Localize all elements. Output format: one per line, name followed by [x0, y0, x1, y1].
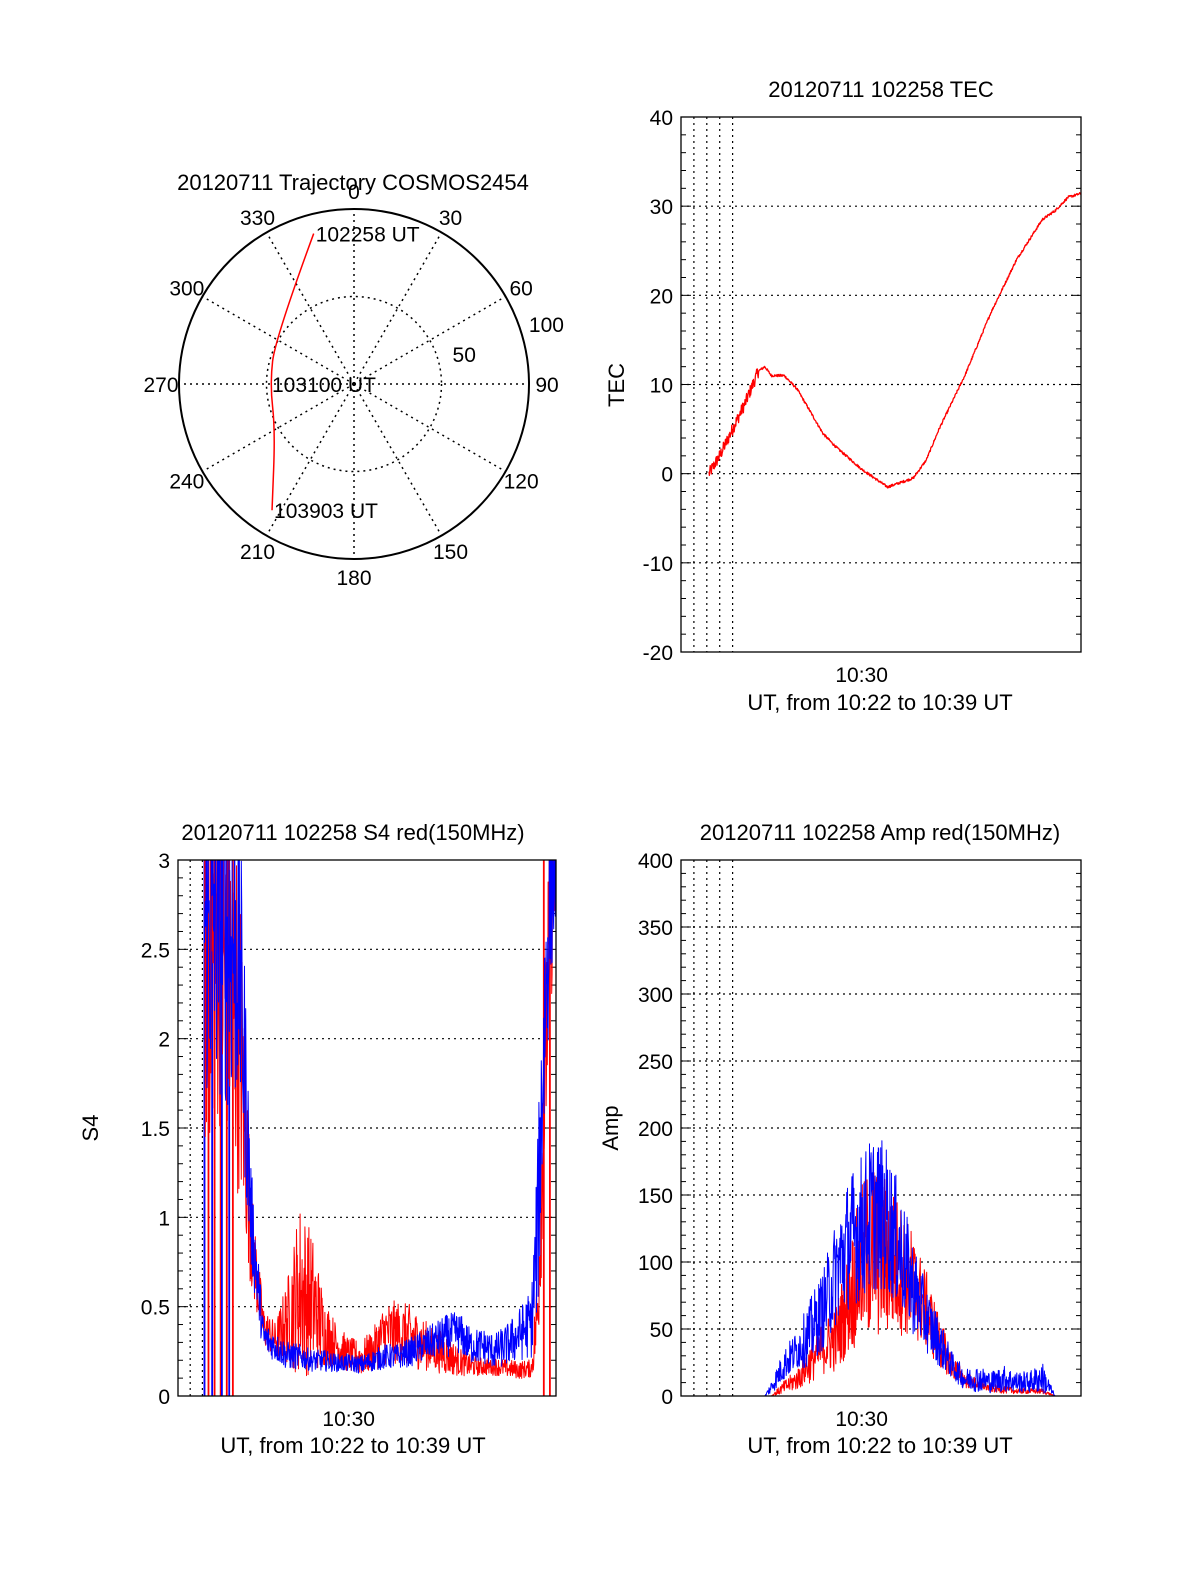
- polar-azimuth-label: 240: [169, 471, 204, 494]
- y-tick-label: 0: [661, 1386, 673, 1409]
- y-tick-label: 300: [638, 984, 673, 1007]
- x-tick-label: 10:30: [835, 1408, 888, 1431]
- y-tick-label: 30: [650, 196, 673, 219]
- tec-plot: -20 -10 0 10 20 30 40 10:30: [643, 107, 1082, 687]
- y-tick-label: -10: [643, 553, 673, 576]
- y-tick-label: 400: [638, 850, 673, 873]
- plot-frame: [680, 116, 1082, 653]
- polar-spoke: [353, 295, 506, 385]
- y-tick-label: 100: [638, 1252, 673, 1275]
- polar-azimuth-label: 210: [240, 541, 275, 564]
- polar-azimuth-label: 180: [336, 567, 371, 590]
- polar-spoke: [265, 383, 355, 536]
- tec-xlabel: UT, from 10:22 to 10:39 UT: [747, 690, 1012, 715]
- y-tick-label: 0.5: [141, 1297, 170, 1320]
- trajectory-plot: 0 30 60 90 120 150 180 210 240 270 300 330 50 100 1022…: [143, 181, 563, 590]
- polar-azimuth-label: 120: [504, 471, 539, 494]
- polar-radial-label: 50: [453, 344, 476, 367]
- series-line: [204, 860, 556, 1374]
- amp-xlabel: UT, from 10:22 to 10:39 UT: [747, 1433, 1012, 1458]
- polar-spoke: [353, 383, 506, 473]
- amp-title: 20120711 102258 Amp red(150MHz): [700, 820, 1060, 845]
- polar-spoke: [353, 383, 443, 536]
- tec-ylabel: TEC: [604, 363, 629, 407]
- polar-time-annotation: 102258 UT: [316, 224, 420, 247]
- s4-plot: 0 0.5 1 1.5 2 2.5 3 10:30: [141, 850, 557, 1431]
- plot-frame: [177, 859, 557, 1397]
- y-tick-label: 150: [638, 1185, 673, 1208]
- y-tick-label: 1: [158, 1207, 170, 1230]
- polar-spoke: [202, 295, 355, 385]
- y-tick-label: 40: [650, 107, 673, 130]
- data-layer: [708, 192, 1081, 489]
- trajectory-title: 20120711 Trajectory COSMOS2454: [177, 170, 529, 195]
- y-tick-label: 10: [650, 375, 673, 398]
- polar-radial-label: 100: [529, 314, 564, 337]
- data-layer: [708, 1140, 1081, 1396]
- y-tick-label: 0: [158, 1386, 170, 1409]
- polar-azimuth-label: 330: [240, 207, 275, 230]
- polar-spoke: [353, 232, 443, 385]
- y-tick-label: 2: [158, 1029, 170, 1052]
- polar-azimuth-label: 60: [509, 278, 532, 301]
- y-tick-label: 3: [158, 850, 170, 873]
- polar-azimuth-label: 30: [439, 207, 462, 230]
- polar-spoke: [202, 383, 355, 473]
- x-tick-label: 10:30: [322, 1408, 375, 1431]
- s4-ylabel: S4: [78, 1115, 103, 1142]
- y-tick-label: 350: [638, 917, 673, 940]
- y-tick-label: 1.5: [141, 1118, 170, 1141]
- y-tick-label: -20: [643, 642, 673, 665]
- tec-title: 20120711 102258 TEC: [768, 77, 994, 102]
- polar-time-annotation: 103100 UT: [272, 374, 376, 397]
- polar-azimuth-label: 90: [535, 374, 558, 397]
- series-line: [708, 1140, 1081, 1396]
- polar-time-annotation: 103903 UT: [274, 500, 378, 523]
- y-tick-label: 20: [650, 285, 673, 308]
- x-tick-label: 10:30: [835, 664, 888, 687]
- y-tick-label: 50: [650, 1319, 673, 1342]
- polar-azimuth-label: 270: [143, 374, 178, 397]
- polar-trajectory-line: [270, 233, 315, 511]
- plot-frame: [680, 859, 1082, 1397]
- s4-xlabel: UT, from 10:22 to 10:39 UT: [220, 1433, 485, 1458]
- s4-title: 20120711 102258 S4 red(150MHz): [181, 820, 524, 845]
- polar-azimuth-label: 0: [348, 181, 360, 204]
- series-line: [708, 192, 1081, 489]
- y-tick-label: 2.5: [141, 939, 170, 962]
- polar-grid-circle: [265, 295, 443, 473]
- polar-azimuth-label: 150: [433, 541, 468, 564]
- y-tick-label: 0: [661, 464, 673, 487]
- data-layer: [203, 860, 556, 1396]
- y-tick-label: 200: [638, 1118, 673, 1141]
- polar-azimuth-label: 300: [169, 278, 204, 301]
- polar-spoke: [265, 232, 355, 385]
- y-tick-label: 250: [638, 1051, 673, 1074]
- amp-ylabel: Amp: [598, 1105, 623, 1150]
- amp-plot: 0 50 100 150 200 250 300 350 400 10:30: [638, 850, 1082, 1431]
